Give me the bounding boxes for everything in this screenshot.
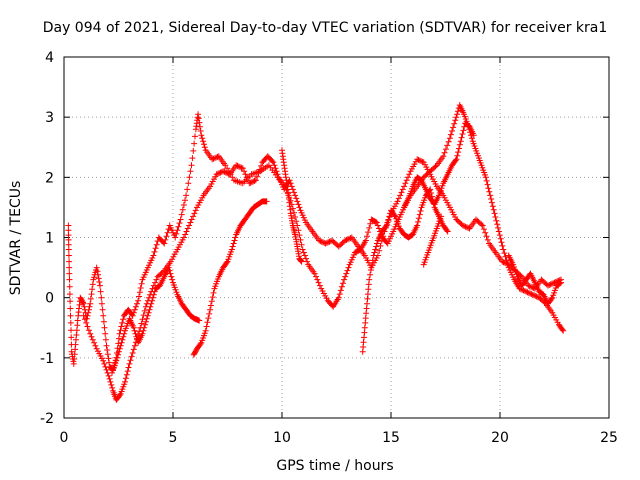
data-trace [401,120,477,211]
grid [64,57,609,418]
y-tick-label: 2 [45,170,54,186]
data-trace [279,147,305,265]
data-point-markers [505,252,564,307]
axis-ticks [63,56,610,419]
data-point-markers [420,213,445,268]
data-point-markers [109,264,203,376]
x-tick-label: 15 [382,430,400,446]
x-axis-label: GPS time / hours [276,458,393,474]
data-trace [109,264,203,376]
x-tick-label: 20 [491,430,509,446]
data-point-markers [359,186,451,355]
data-point-markers [190,198,270,358]
data-trace [359,186,451,355]
data-trace [190,198,270,358]
data-point-markers [401,120,477,211]
x-tick-labels: 0 5 10 15 20 25 [60,430,618,446]
y-axis-label: SDTVAR / TECUs [8,181,24,296]
y-tick-labels: -2 -1 0 1 2 3 4 [40,50,54,427]
y-tick-label: 1 [45,231,54,247]
x-tick-label: 25 [600,430,618,446]
data-point-markers [80,153,564,403]
y-tick-label: -2 [40,411,54,427]
data-series [65,102,567,403]
y-tick-label: 4 [45,50,54,66]
data-trace [420,213,445,268]
y-tick-label: -1 [40,351,54,367]
data-trace [80,153,564,403]
x-tick-label: 10 [273,430,291,446]
x-tick-label: 5 [169,430,178,446]
data-point-markers [279,147,305,265]
y-tick-label: 3 [45,110,54,126]
y-tick-label: 0 [45,291,54,307]
chart-title: Day 094 of 2021, Sidereal Day-to-day VTE… [43,20,608,36]
x-tick-label: 0 [60,430,69,446]
data-trace [505,252,564,307]
